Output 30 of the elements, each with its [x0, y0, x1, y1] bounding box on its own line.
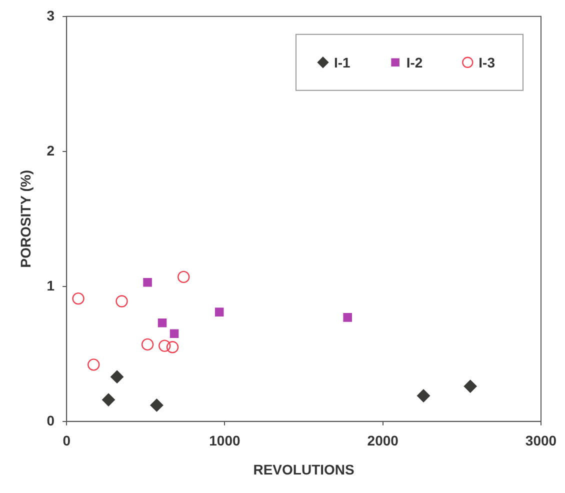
- x-tick-label: 3000: [525, 432, 557, 449]
- point: [464, 380, 477, 393]
- y-axis-title: POROSITY (%): [17, 170, 34, 268]
- legend-label: I-3: [478, 54, 496, 70]
- point: [343, 313, 352, 322]
- y-tick-label: 0: [46, 412, 55, 428]
- y-tick-label: 1: [46, 277, 55, 294]
- legend-label: I-2: [406, 54, 423, 70]
- y-tick-label: 2: [46, 142, 55, 158]
- point: [158, 318, 167, 328]
- x-tick-label: 1000: [209, 432, 241, 449]
- point: [143, 278, 152, 287]
- point: [88, 358, 100, 371]
- point: [178, 270, 190, 284]
- point: [417, 389, 430, 402]
- point: [158, 340, 171, 352]
- point: [214, 308, 224, 316]
- point: [102, 393, 115, 406]
- point: [72, 292, 84, 305]
- point: [170, 329, 179, 338]
- point: [166, 341, 179, 354]
- x-tick-label: 2000: [367, 432, 399, 449]
- point: [116, 295, 128, 308]
- x-axis-title: REVOLUTIONS: [253, 461, 354, 478]
- point: [110, 370, 124, 384]
- point: [150, 398, 164, 412]
- y-tick-label: 3: [46, 7, 55, 24]
- x-tick-label: 0: [62, 432, 71, 449]
- point: [141, 338, 154, 351]
- legend-label: I-1: [334, 54, 351, 70]
